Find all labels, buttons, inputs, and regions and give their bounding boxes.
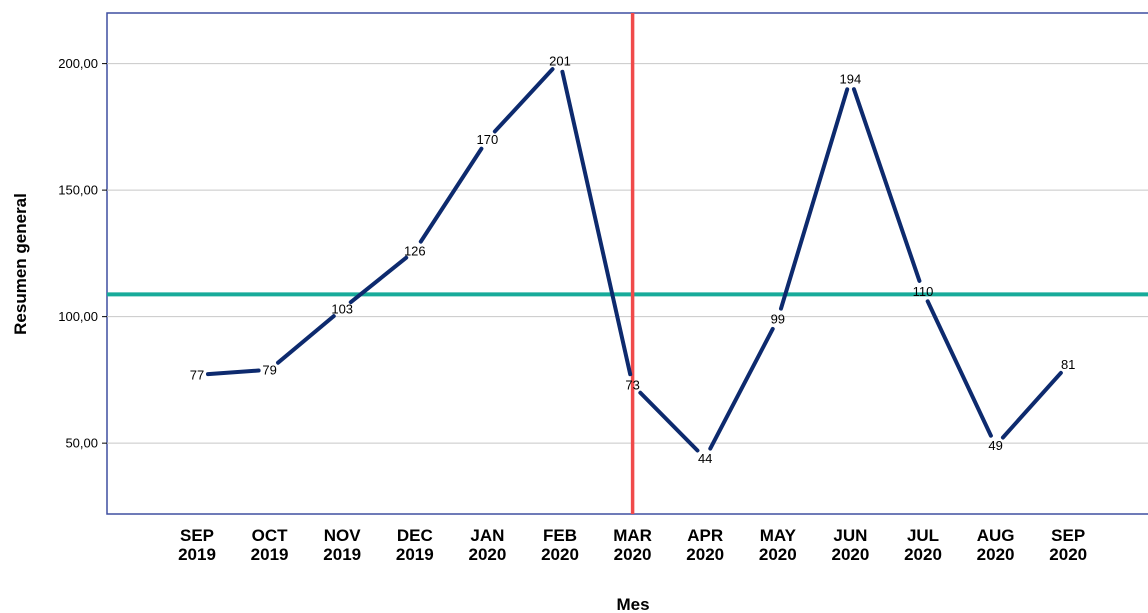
x-tick-label: AUG 2020 (977, 526, 1015, 564)
data-label: 103 (331, 302, 353, 317)
x-tick-month: MAR (613, 526, 652, 545)
series-segment (492, 67, 555, 134)
data-label: 201 (549, 54, 571, 69)
data-label: 44 (698, 451, 712, 466)
series-segment (778, 87, 850, 311)
x-tick-year: 2020 (977, 545, 1015, 564)
x-tick-month: AUG (977, 526, 1015, 545)
x-tick-label: FEB 2020 (541, 526, 579, 564)
x-tick-label: SEP 2020 (1049, 526, 1087, 564)
x-tick-month: APR (687, 526, 723, 545)
x-tick-year: 2020 (686, 545, 724, 564)
x-tick-year: 2020 (759, 545, 797, 564)
x-tick-year: 2020 (904, 545, 942, 564)
x-tick-year: 2019 (251, 545, 289, 564)
series-segment (1000, 370, 1063, 440)
x-tick-year: 2019 (323, 545, 361, 564)
x-tick-month: DEC (397, 526, 433, 545)
reference-lines (107, 13, 1148, 514)
x-tick-label: JAN 2020 (468, 526, 506, 564)
x-tick-year: 2020 (541, 545, 579, 564)
x-tick-month: JAN (470, 526, 504, 545)
x-tick-year: 2020 (614, 545, 652, 564)
data-label: 194 (840, 71, 862, 86)
data-label: 79 (262, 362, 276, 377)
series-segment (638, 390, 700, 453)
plot-frame (106, 12, 1148, 515)
series-line (205, 67, 1063, 453)
data-label: 49 (988, 438, 1002, 453)
data-label: 170 (477, 132, 499, 147)
x-tick-label: JUN 2020 (831, 526, 869, 564)
series-segment (560, 69, 633, 377)
y-axis-ticks: 50,00 100,00 150,00 200,00 (58, 56, 107, 451)
series-segment (205, 368, 261, 377)
grid-lines (107, 63, 1148, 444)
y-tick-label: 150,00 (58, 183, 98, 198)
series-segment (348, 255, 409, 305)
data-label: 73 (625, 377, 639, 392)
data-label: 99 (771, 312, 785, 327)
x-tick-year: 2020 (468, 545, 506, 564)
y-axis-title: Resumen general (11, 193, 30, 335)
y-tick-label: 200,00 (58, 56, 98, 71)
x-tick-month: MAY (760, 526, 797, 545)
series-segment (851, 87, 922, 283)
series-segment (708, 326, 775, 451)
x-tick-label: JUL 2020 (904, 526, 942, 564)
x-tick-label: DEC 2019 (396, 526, 434, 564)
x-tick-label: MAR 2020 (613, 526, 652, 564)
x-tick-month: NOV (324, 526, 362, 545)
series-segment (418, 146, 484, 244)
x-tick-month: SEP (1051, 526, 1085, 545)
x-tick-month: SEP (180, 526, 214, 545)
data-label: 77 (190, 367, 204, 382)
series-segment (925, 299, 993, 438)
x-axis-title: Mes (616, 595, 649, 613)
data-label: 126 (404, 243, 426, 258)
x-tick-label: SEP 2019 (178, 526, 216, 564)
x-tick-year: 2020 (1049, 545, 1087, 564)
data-label: 81 (1061, 357, 1075, 372)
data-labels: 77 79 103 126 170 201 73 44 99 194 110 49 81 (190, 54, 1076, 466)
x-tick-label: NOV 2019 (323, 526, 361, 564)
series-segment (276, 314, 336, 365)
x-tick-label: OCT 2019 (251, 526, 289, 564)
x-tick-label: APR 2020 (686, 526, 724, 564)
x-tick-month: OCT (252, 526, 289, 545)
x-tick-year: 2019 (178, 545, 216, 564)
x-tick-month: FEB (543, 526, 577, 545)
y-tick-label: 50,00 (65, 436, 98, 451)
data-label: 110 (913, 284, 934, 299)
x-tick-label: MAY 2020 (759, 526, 797, 564)
x-tick-month: JUN (833, 526, 867, 545)
y-tick-label: 100,00 (58, 309, 98, 324)
x-tick-year: 2019 (396, 545, 434, 564)
x-tick-year: 2020 (831, 545, 869, 564)
x-tick-month: JUL (907, 526, 939, 545)
